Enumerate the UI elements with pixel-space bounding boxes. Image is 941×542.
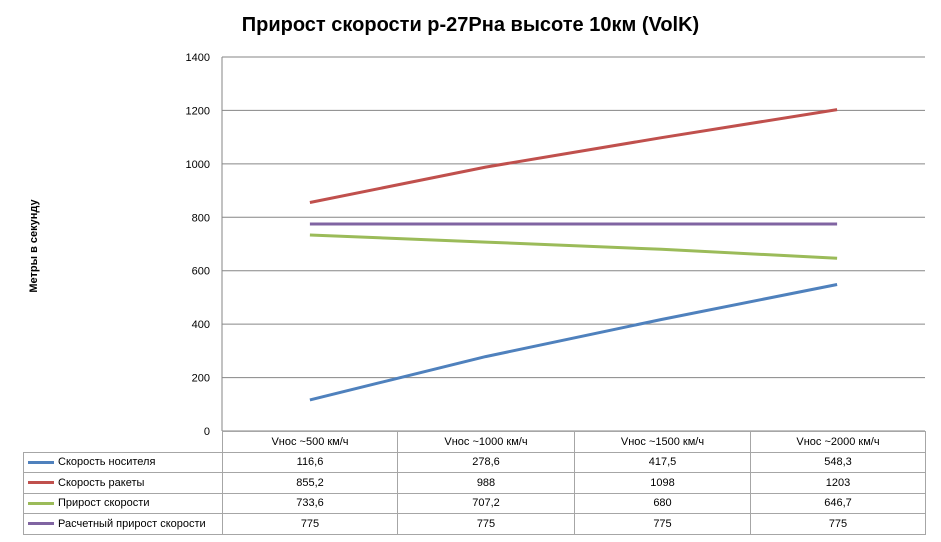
data-label: 775 xyxy=(397,513,575,535)
table-row: Скорость ракеты 855,2 988 1098 1203 xyxy=(23,472,926,494)
data-label: 707,2 xyxy=(397,492,575,514)
data-label: 548,3 xyxy=(750,451,926,473)
data-label: 646,7 xyxy=(750,492,926,514)
series-line-3 xyxy=(309,233,838,260)
data-label: 775 xyxy=(222,513,398,535)
legend-swatch xyxy=(28,522,54,526)
data-label: 988 xyxy=(397,472,575,494)
data-label: 733,6 xyxy=(222,492,398,514)
x-category-label: Vнос ~2000 км/ч xyxy=(750,431,926,453)
series-name: Скорость носителя xyxy=(58,456,156,469)
data-label: 680 xyxy=(574,492,751,514)
legend-entry: Скорость носителя xyxy=(23,451,223,473)
x-category-label: Vнос ~500 км/ч xyxy=(222,431,398,453)
y-tick-label: 400 xyxy=(192,319,210,331)
data-label: 417,5 xyxy=(574,451,751,473)
y-tick-label: 800 xyxy=(192,212,210,224)
legend-swatch xyxy=(28,460,54,464)
data-label: 775 xyxy=(574,513,751,535)
legend-entry: Прирост скорости xyxy=(23,492,223,514)
table-header-row: Vнос ~500 км/ч Vнос ~1000 км/ч Vнос ~1500 … xyxy=(23,431,926,453)
data-table: Vнос ~500 км/ч Vнос ~1000 км/ч Vнос ~1500 … xyxy=(23,431,926,535)
data-label: 1098 xyxy=(574,472,751,494)
data-label: 278,6 xyxy=(397,451,575,473)
table-corner xyxy=(23,431,223,453)
y-tick-label: 200 xyxy=(192,373,210,385)
data-label: 775 xyxy=(750,513,926,535)
data-label: 855,2 xyxy=(222,472,398,494)
y-tick-label: 600 xyxy=(192,266,210,278)
legend-entry: Расчетный прирост скорости xyxy=(23,513,223,535)
table-row: Скорость носителя 116,6 278,6 417,5 548,3 xyxy=(23,451,926,473)
chart-title: Прирост скорости р-27Рна высоте 10км (Vo… xyxy=(241,14,700,36)
table-row: Прирост скорости 733,6 707,2 680 646,7 xyxy=(23,492,926,514)
series-line-2 xyxy=(309,108,838,204)
y-tick-label: 1000 xyxy=(186,159,210,171)
series-name: Прирост скорости xyxy=(58,497,150,510)
x-category-label: Vнос ~1500 км/ч xyxy=(574,431,751,453)
legend-swatch xyxy=(28,501,54,505)
data-label: 1203 xyxy=(750,472,926,494)
series-line-1 xyxy=(309,283,838,402)
series-name: Расчетный прирост скорости xyxy=(58,517,206,530)
data-label: 116,6 xyxy=(222,451,398,473)
y-tick-label: 1400 xyxy=(186,52,210,64)
table-row: Расчетный прирост скорости 775 775 775 775 xyxy=(23,513,926,535)
x-category-label: Vнос ~1000 км/ч xyxy=(397,431,575,453)
legend-swatch xyxy=(28,481,54,485)
y-tick-label: 1200 xyxy=(186,105,210,117)
legend-entry: Скорость ракеты xyxy=(23,472,223,494)
series-name: Скорость ракеты xyxy=(58,476,145,489)
